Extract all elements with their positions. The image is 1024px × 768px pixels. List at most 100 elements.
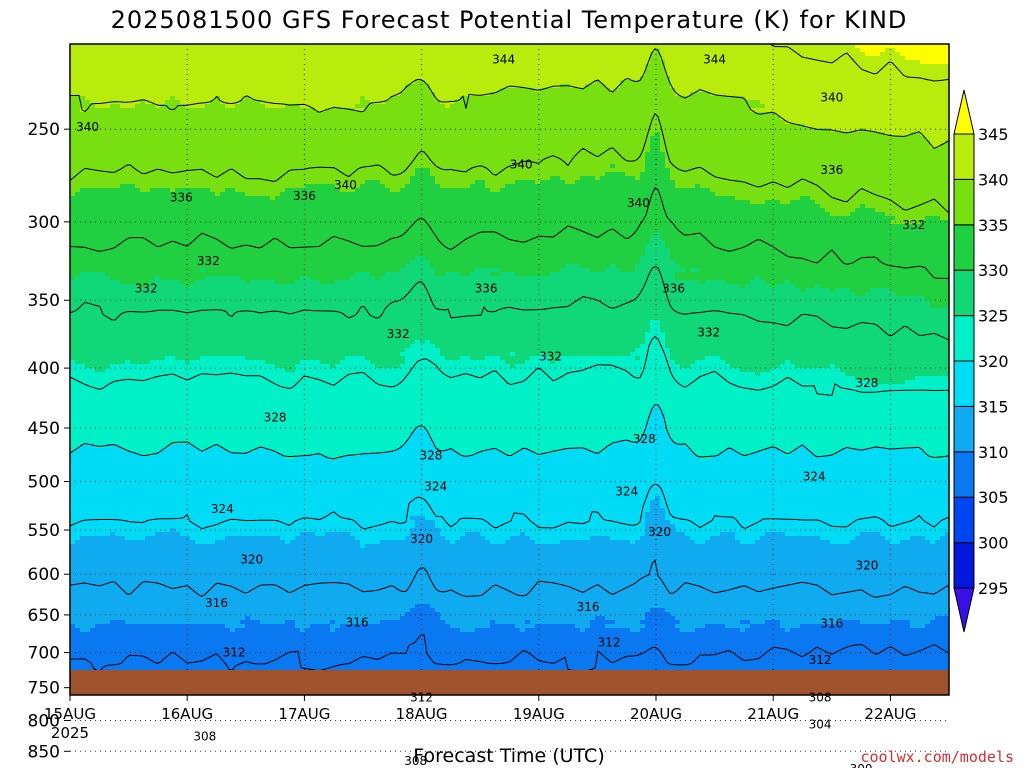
contour-label: 320 (856, 559, 879, 573)
y-tick-label: 700 (28, 644, 60, 664)
contour-label: 316 (820, 616, 843, 630)
colorbar-tick-label: 320 (978, 352, 1009, 371)
contour-label: 344 (492, 53, 515, 67)
contour-label: 336 (662, 281, 685, 295)
contour-label: 312 (809, 653, 832, 667)
contour-line-332 (70, 187, 949, 279)
contour-line-324 (70, 335, 949, 396)
y-tick-label: 600 (28, 565, 60, 585)
contour-label: 328 (264, 411, 287, 425)
contour-line-340 (70, 48, 949, 149)
contour-label: 328 (856, 376, 879, 390)
contour-label: 316 (205, 596, 228, 610)
y-tick-label: 500 (28, 473, 60, 493)
contour-label: 332 (539, 350, 562, 364)
contour-label: 308 (809, 691, 832, 705)
contour-label: 336 (170, 191, 193, 205)
colorbar-tick-label: 340 (978, 170, 1009, 189)
contour-label: 336 (820, 163, 843, 177)
contour-label: 328 (420, 448, 443, 462)
contour-label: 340 (76, 120, 99, 134)
x-tick-label: 22AUG (864, 705, 916, 723)
colorbar-swatch (953, 451, 975, 498)
contour-label: 304 (809, 717, 832, 731)
x-tick-label: 15AUG (44, 705, 96, 723)
contour-label: 332 (387, 327, 410, 341)
contour-label: 332 (197, 254, 220, 268)
colorbar-tick-label: 305 (978, 488, 1009, 507)
colorbar-swatch (953, 133, 975, 180)
colorbar-tick-label: 325 (978, 307, 1009, 326)
contour-label: 320 (410, 532, 433, 546)
x-tick-label: 16AUG (161, 705, 213, 723)
colorbar-extend-bottom (953, 587, 975, 633)
contour-label: 336 (293, 189, 316, 203)
contour-label: 340 (627, 196, 650, 210)
contour-label: 308 (404, 754, 427, 768)
colorbar-swatch (953, 315, 975, 362)
chart-title: 2025081500 GFS Forecast Potential Temper… (111, 6, 908, 34)
x-tick-label: 17AUG (278, 705, 330, 723)
ground-band (70, 670, 949, 695)
x-tick-label: 18AUG (396, 705, 448, 723)
contour-label: 328 (633, 432, 656, 446)
contour-label: 300 (850, 762, 873, 768)
y-tick-label: 800 (28, 711, 60, 731)
colorbar-tick-label: 330 (978, 261, 1009, 280)
colorbar-swatch (953, 178, 975, 226)
contour-line-348 (937, 16, 949, 18)
contour-label: 332 (697, 326, 720, 340)
contour-label: 344 (703, 53, 726, 67)
contour-label: 340 (820, 91, 843, 105)
colorbar-swatch (953, 224, 975, 271)
contour-line-328 (70, 266, 949, 341)
colorbar-tick-label: 295 (978, 579, 1009, 598)
colorbar-swatch (953, 496, 975, 544)
contour-label: 308 (193, 730, 216, 744)
contour-label: 312 (223, 646, 246, 660)
x-tick-label: 21AUG (747, 705, 799, 723)
contour-label: 324 (211, 502, 234, 516)
contour-label: 340 (510, 158, 533, 172)
contour-label: 332 (902, 218, 925, 232)
colorbar-swatch (953, 405, 975, 453)
contour-label: 324 (424, 480, 447, 494)
y-tick-label: 650 (28, 606, 60, 626)
contour-label: 324 (803, 469, 826, 483)
contour-line-316 (70, 483, 949, 530)
contour-line-336 (70, 112, 949, 214)
colorbar-tick-label: 310 (978, 443, 1009, 462)
plot-frame (69, 43, 950, 696)
y-tick-label: 300 (28, 213, 60, 233)
y-tick-label: 450 (28, 419, 60, 439)
y-tick-label: 850 (28, 742, 60, 762)
x-start-year: 2025 (51, 724, 89, 742)
colorbar-tick-label: 315 (978, 397, 1009, 416)
contour-label: 312 (598, 635, 621, 649)
contour-label: 320 (240, 553, 263, 567)
colorbar-tick-label: 300 (978, 534, 1009, 553)
contour-label: 316 (577, 600, 600, 614)
y-tick-label: 750 (28, 679, 60, 699)
colorbar-swatch (953, 542, 975, 589)
contour-line-312 (70, 559, 949, 598)
contour-label: 324 (615, 485, 638, 499)
x-tick-label: 19AUG (513, 705, 565, 723)
credit-text: coolwx.com/models (860, 748, 1014, 766)
colorbar-tick-label: 335 (978, 216, 1009, 235)
contour-label: 340 (334, 178, 357, 192)
y-tick-label: 350 (28, 291, 60, 311)
contour-label: 316 (346, 616, 369, 630)
contour-label: 320 (648, 525, 671, 539)
y-tick-label: 550 (28, 521, 60, 541)
y-tick-label: 400 (28, 359, 60, 379)
y-tick-label: 250 (28, 120, 60, 140)
x-axis-label: Forecast Time (UTC) (413, 745, 604, 767)
contour-line-308 (70, 634, 949, 670)
colorbar-swatch (953, 360, 975, 407)
colorbar-tick-label: 345 (978, 125, 1009, 144)
x-tick-label: 20AUG (630, 705, 682, 723)
colorbar-swatch (953, 269, 975, 317)
contour-label: 336 (475, 281, 498, 295)
